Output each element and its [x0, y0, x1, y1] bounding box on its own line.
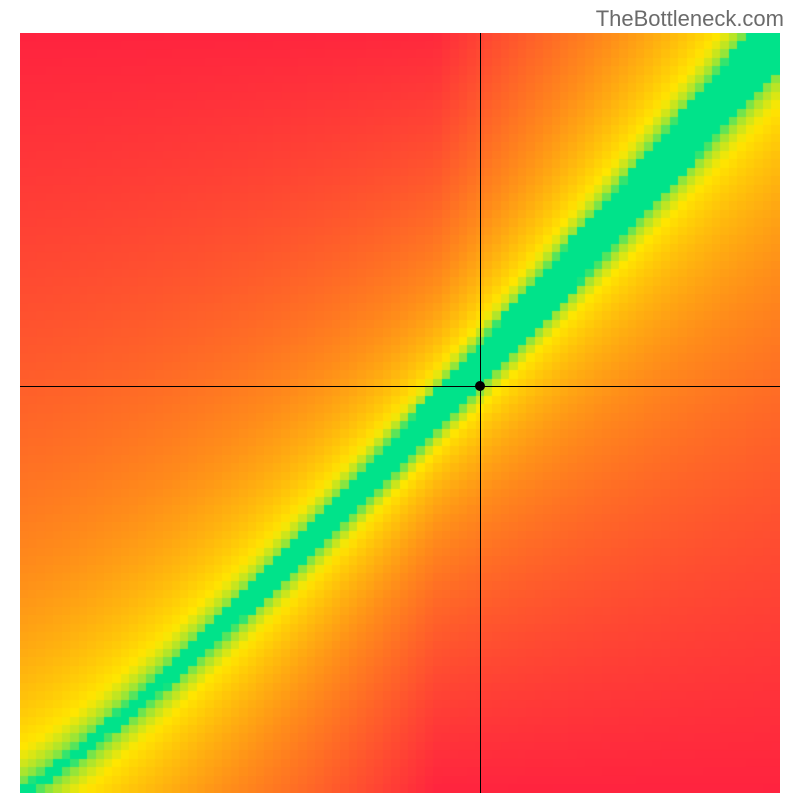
watermark-text: TheBottleneck.com — [596, 6, 784, 32]
bottleneck-heatmap — [20, 33, 780, 793]
crosshair-vertical — [480, 33, 481, 793]
crosshair-horizontal — [20, 386, 780, 387]
chart-container: TheBottleneck.com — [0, 0, 800, 800]
crosshair-marker — [475, 381, 485, 391]
